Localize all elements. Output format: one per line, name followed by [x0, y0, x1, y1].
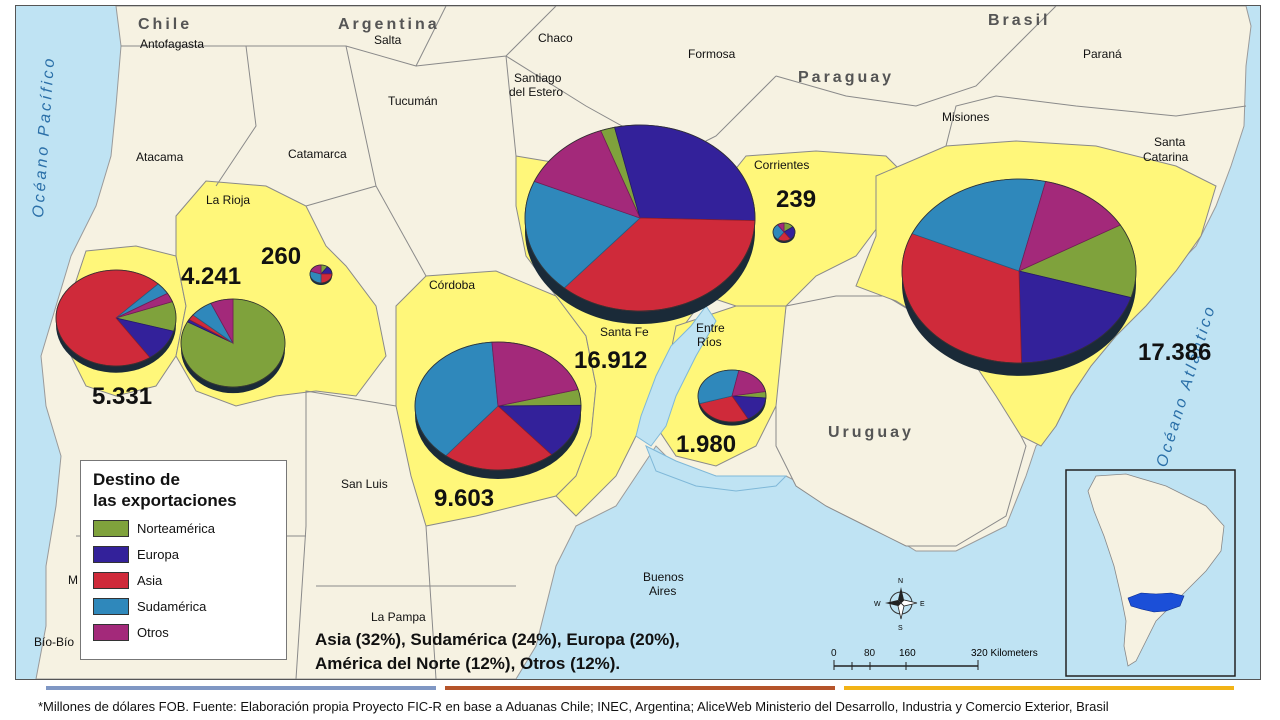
value-label-corrientes: 239: [776, 186, 816, 213]
pie-chart-santa-fe: [524, 124, 756, 325]
footer-divider-brown: [445, 686, 835, 690]
legend-swatch: [93, 571, 129, 589]
region-label-santa-fe: Santa Fe: [600, 325, 649, 339]
pie-chart-la-rioja: [180, 298, 286, 394]
value-label-la-rioja: 4.241: [181, 263, 241, 290]
pie-chart-c-rdoba: [414, 341, 582, 479]
value-label-santa-fe: 16.912: [574, 347, 647, 374]
source-footnote: *Millones de dólares FOB. Fuente: Elabor…: [38, 699, 1109, 714]
region-label-tucuman: Tucumán: [388, 94, 438, 108]
region-label-catamarca: Catamarca: [288, 147, 347, 161]
legend-title-line1: Destino de: [93, 470, 180, 489]
legend-label: Otros: [137, 624, 169, 640]
legend-swatch: [93, 545, 129, 563]
value-label-rio-grande-do-sul: 17.386: [1138, 339, 1211, 366]
region-label-corrientes: Corrientes: [754, 158, 809, 172]
legend-item-norteamerica: Norteamérica: [93, 515, 274, 541]
rio-de-la-plata: [645, 444, 788, 492]
country-label-paraguay: Paraguay: [798, 69, 894, 86]
region-label-atacama: Atacama: [136, 150, 184, 164]
pie-chart-corrientes: [772, 222, 796, 243]
legend-label: Sudamérica: [137, 598, 207, 614]
region-label-bio-bio: Bío-Bío: [34, 635, 74, 649]
pie-chart-entre-r-os: [697, 369, 767, 426]
inset-locator-map: [1065, 469, 1236, 677]
legend-title-line2: las exportaciones: [93, 491, 237, 510]
region-label-chaco: Chaco: [538, 31, 573, 45]
region-label-santa-catarina: Santa Catarina: [1143, 135, 1189, 164]
scale-tick-160: 160: [899, 648, 916, 659]
country-label-chile: Chile: [138, 16, 192, 33]
value-label-entre-rios: 1.980: [676, 431, 736, 458]
footer-divider-blue: [46, 686, 436, 690]
pie-rim: [901, 178, 1137, 364]
region-label-cordoba: Córdoba: [429, 278, 475, 292]
region-label-formosa: Formosa: [688, 47, 736, 61]
compass-s: S: [898, 625, 903, 632]
value-label-catamarca: 260: [261, 243, 301, 270]
region-label-misiones: Misiones: [942, 110, 989, 124]
region-label-san-luis: San Luis: [341, 477, 388, 491]
legend-swatch: [93, 597, 129, 615]
value-label-atacama: 5.331: [92, 383, 152, 410]
pie-chart-catamarca: [309, 264, 333, 285]
country-label-uruguay: Uruguay: [828, 424, 914, 441]
pie-rim: [697, 369, 767, 423]
legend-item-otros: Otros: [93, 619, 274, 645]
legend-label: Asia: [137, 572, 163, 588]
compass-w: W: [874, 601, 881, 608]
pie-chart-atacama: [55, 269, 177, 373]
legend-box: Destino de las exportaciones Norteaméric…: [80, 460, 287, 660]
scale-tick-80: 80: [864, 648, 876, 659]
summary-text: Asia (32%), Sudamérica (24%), Europa (20…: [315, 628, 835, 676]
footer-divider-gold: [844, 686, 1234, 690]
summary-line2: América del Norte (12%), Otros (12%).: [315, 654, 621, 673]
map-frame: Chile Argentina Brasil Paraguay Uruguay …: [15, 5, 1261, 680]
pie-rim: [524, 124, 756, 312]
legend-title: Destino de las exportaciones: [93, 469, 274, 511]
scale-bar: 0 80 160 320 Kilometers: [831, 648, 1038, 670]
legend-item-asia: Asia: [93, 567, 274, 593]
legend-swatch: [93, 519, 129, 537]
region-label-santiago-del-estero: Santiago del Estero: [509, 71, 563, 99]
map-canvas: Chile Argentina Brasil Paraguay Uruguay …: [16, 6, 1260, 679]
pie-rim: [309, 264, 333, 284]
region-label-la-rioja: La Rioja: [206, 193, 250, 207]
summary-line1: Asia (32%), Sudamérica (24%), Europa (20…: [315, 630, 680, 649]
parana-river: [635, 305, 717, 447]
compass-rose-icon: N S E W: [874, 578, 925, 632]
region-label-m: M: [68, 573, 78, 587]
pie-chart-rio-grande-do-sul: [901, 178, 1137, 376]
region-label-entre-rios: Entre Ríos: [696, 321, 725, 349]
pie-charts-layer: [55, 124, 1137, 479]
compass-n: N: [898, 578, 903, 585]
legend-label: Norteamérica: [137, 520, 216, 536]
scale-end-label: 320 Kilometers: [971, 648, 1038, 659]
region-label-parana: Paraná: [1083, 47, 1122, 61]
region-label-la-pampa: La Pampa: [371, 610, 426, 624]
legend-label: Europa: [137, 546, 179, 562]
compass-e: E: [920, 601, 925, 608]
pie-rim: [772, 222, 796, 242]
region-label-antofagasta: Antofagasta: [140, 37, 204, 51]
legend-swatch: [93, 623, 129, 641]
country-label-brasil: Brasil: [988, 12, 1050, 29]
pie-rim: [414, 341, 582, 471]
country-label-argentina: Argentina: [338, 16, 440, 33]
region-label-salta: Salta: [374, 33, 402, 47]
scale-tick-0: 0: [831, 648, 837, 659]
legend-item-sudamerica: Sudamérica: [93, 593, 274, 619]
value-label-cordoba: 9.603: [434, 485, 494, 512]
pie-rim: [180, 298, 286, 388]
legend-item-europa: Europa: [93, 541, 274, 567]
region-label-buenos-aires: Buenos Aires: [643, 570, 684, 598]
pie-rim: [55, 269, 177, 367]
